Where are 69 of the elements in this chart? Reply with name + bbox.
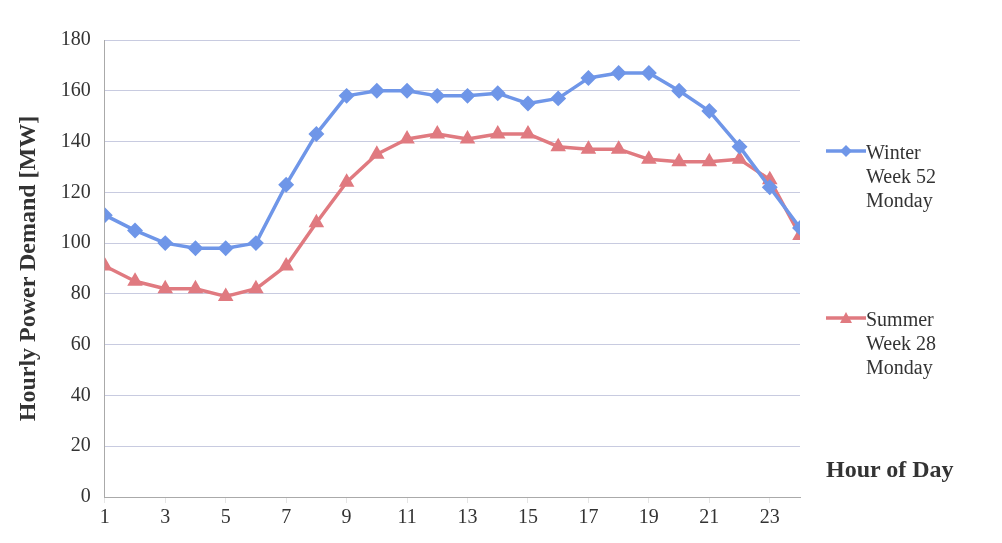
point (248, 235, 264, 251)
x-tick-label: 5 (220, 505, 231, 528)
point (340, 174, 354, 187)
point (461, 131, 475, 144)
x-tick-label: 1 (99, 505, 110, 528)
x-tick-label: 15 (517, 505, 538, 528)
y-tick-label: 140 (60, 128, 91, 151)
x-tick-label: 21 (699, 505, 720, 528)
x-tick-label: 9 (341, 505, 352, 528)
y-tick-label: 60 (70, 331, 91, 354)
point (551, 139, 565, 152)
point (430, 126, 444, 139)
point (490, 86, 505, 101)
point (158, 235, 173, 251)
point (158, 281, 172, 294)
point (128, 273, 142, 286)
point (309, 126, 324, 142)
point (702, 103, 717, 119)
point (671, 83, 687, 99)
point (339, 88, 354, 104)
point (249, 281, 263, 294)
point (278, 177, 294, 192)
y-tick-label: 20 (70, 433, 91, 456)
point (641, 65, 657, 81)
point (399, 83, 415, 99)
y-tick-label: 120 (60, 179, 91, 202)
legend-label: Summer Week 28 Monday (866, 307, 938, 379)
x-tick-label: 11 (397, 505, 417, 528)
y-axis-title: Hourly Power Demand [MW] (13, 115, 40, 422)
point (430, 88, 445, 104)
point (218, 240, 233, 256)
point (400, 131, 414, 144)
y-tick-label: 160 (60, 78, 91, 101)
y-tick-label: 100 (60, 230, 91, 253)
x-tick-label: 17 (578, 505, 599, 528)
point (581, 141, 595, 154)
x-axis-title: Hour of Day (826, 456, 954, 483)
point (460, 88, 475, 104)
point (733, 152, 747, 164)
point (219, 289, 233, 301)
point (309, 215, 323, 228)
point (188, 281, 202, 294)
point (521, 126, 535, 139)
y-tick-label: 80 (70, 281, 91, 304)
x-tick-label: 23 (759, 505, 780, 528)
point (672, 154, 686, 167)
point (370, 147, 384, 159)
point (369, 83, 385, 99)
point (762, 180, 778, 195)
x-tick-label: 7 (281, 505, 292, 528)
point (491, 126, 505, 139)
point (188, 240, 203, 256)
point (581, 70, 596, 86)
point (127, 223, 143, 238)
point (550, 91, 566, 106)
point (611, 65, 626, 81)
y-tick-label: 180 (60, 27, 91, 50)
x-tick-label: 13 (457, 505, 478, 528)
point (642, 152, 656, 164)
point (732, 139, 747, 154)
point (702, 154, 716, 167)
x-tick-label: 19 (638, 505, 659, 528)
point (612, 141, 626, 154)
legend-label: Winter Week 52 Monday (866, 140, 938, 212)
x-tick-label: 3 (160, 505, 171, 528)
y-tick-label: 40 (70, 382, 91, 405)
point (520, 96, 536, 111)
y-tick-label: 0 (80, 484, 91, 507)
point (279, 258, 293, 271)
